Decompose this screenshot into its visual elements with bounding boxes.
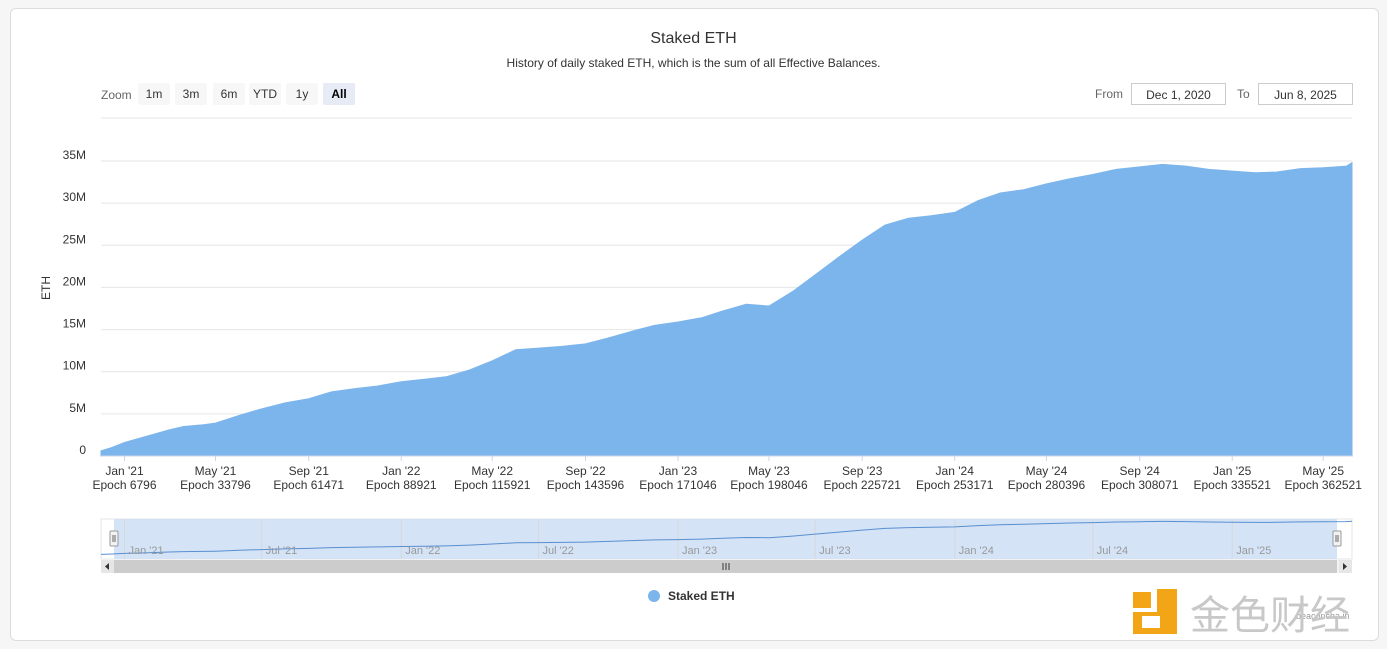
x-tick-label: Sep '21 [289, 464, 330, 478]
from-date-input[interactable]: Dec 1, 2020 [1131, 83, 1226, 105]
x-tick-epoch-label: Epoch 362521 [1284, 478, 1362, 492]
navigator-tick-label: Jul '24 [1097, 545, 1128, 557]
navigator-tick-label: Jul '21 [266, 545, 297, 557]
navigator-grid [124, 519, 1233, 559]
x-tick-epoch-label: Epoch 143596 [547, 478, 625, 492]
x-tick-label: Jan '25 [1213, 464, 1252, 478]
x-tick-label: May '21 [195, 464, 237, 478]
chart-title: Staked ETH [650, 30, 737, 47]
y-axis-ticks: 0 5M 10M 15M 20M 25M 30M 35M [63, 148, 87, 457]
navigator-tick-label: Jan '24 [959, 545, 994, 557]
navigator-right-handle[interactable] [1332, 530, 1342, 547]
x-tick-epoch-label: Epoch 253171 [916, 478, 994, 492]
y-axis-label: ETH [39, 276, 53, 300]
staked-eth-area[interactable] [100, 161, 1353, 457]
legend-label: Staked ETH [668, 589, 735, 603]
chart-credit[interactable]: beaconcha.in [1296, 611, 1350, 621]
watermark-icon: 金色财经 [1133, 589, 1350, 638]
y-tick-label: 5M [69, 401, 86, 415]
navigator-tick-label: Jan '22 [405, 545, 440, 557]
x-tick-label: Jan '23 [659, 464, 698, 478]
navigator-series [100, 520, 1353, 555]
legend-item-staked-eth[interactable]: Staked ETH [648, 589, 735, 603]
x-tick-epoch-label: Epoch 308071 [1101, 478, 1179, 492]
navigator-tick-label: Jul '22 [542, 545, 573, 557]
zoom-1m-button[interactable]: 1m [138, 83, 170, 105]
to-label: To [1237, 87, 1250, 101]
navigator-tick-label: Jan '23 [682, 545, 717, 557]
to-date-input[interactable]: Jun 8, 2025 [1258, 83, 1353, 105]
x-tick-label: May '22 [471, 464, 513, 478]
x-tick-epoch-label: Epoch 6796 [92, 478, 156, 492]
watermark-logo: 金色财经 [1130, 586, 1380, 638]
navigator-left-handle[interactable] [109, 530, 119, 547]
scroll-right-arrow-icon[interactable] [1339, 560, 1352, 573]
x-tick-epoch-label: Epoch 33796 [180, 478, 251, 492]
zoom-1y-button[interactable]: 1y [286, 83, 318, 105]
navigator-ticks: Jan '21 Jul '21 Jan '22 Jul '22 Jan '23 Jul '… [129, 545, 1272, 557]
y-tick-label: 30M [63, 190, 86, 204]
y-tick-label: 25M [63, 232, 86, 246]
x-tick-label: May '23 [748, 464, 790, 478]
scroll-left-arrow-icon[interactable] [101, 560, 114, 573]
x-tick-label: Jan '24 [936, 464, 975, 478]
x-tick-epoch-label: Epoch 198046 [730, 478, 808, 492]
zoom-ytd-button[interactable]: YTD [249, 83, 281, 105]
y-tick-label: 15M [63, 317, 86, 331]
navigator-tick-label: Jan '25 [1236, 545, 1271, 557]
zoom-6m-button[interactable]: 6m [213, 83, 245, 105]
navigator-selection[interactable] [114, 519, 1337, 559]
zoom-all-button[interactable]: All [323, 83, 355, 105]
x-tick-epoch-label: Epoch 115921 [454, 478, 531, 492]
x-tick-epoch-label: Epoch 225721 [824, 478, 902, 492]
zoom-3m-button[interactable]: 3m [175, 83, 207, 105]
navigator-tick-label: Jan '21 [129, 545, 164, 557]
x-tick-epoch-label: Epoch 88921 [366, 478, 437, 492]
y-tick-label: 10M [63, 359, 86, 373]
x-tick-epoch-label: Epoch 171046 [639, 478, 717, 492]
watermark-text: 金色财经 [1190, 594, 1350, 636]
x-tick-label: Sep '24 [1120, 464, 1161, 478]
y-tick-label: 0 [79, 443, 86, 457]
from-label: From [1095, 87, 1123, 101]
x-tick-label: Jan '21 [105, 464, 144, 478]
x-tick-label: Jan '22 [382, 464, 421, 478]
navigator-tick-label: Jul '23 [819, 545, 850, 557]
y-tick-label: 35M [63, 148, 86, 162]
x-tick-epoch-label: Epoch 335521 [1194, 478, 1272, 492]
chart-subtitle: History of daily staked ETH, which is th… [506, 56, 881, 70]
scrollbar-grip-icon [722, 563, 730, 570]
legend-marker [648, 590, 660, 602]
zoom-label: Zoom [101, 88, 132, 102]
y-tick-label: 20M [63, 274, 86, 288]
x-tick-label: May '24 [1026, 464, 1068, 478]
x-tick-label: May '25 [1302, 464, 1344, 478]
x-tick-epoch-label: Epoch 61471 [273, 478, 344, 492]
x-tick-label: Sep '22 [565, 464, 606, 478]
x-tick-label: Sep '23 [842, 464, 883, 478]
x-tick-epoch-label: Epoch 280396 [1008, 478, 1086, 492]
